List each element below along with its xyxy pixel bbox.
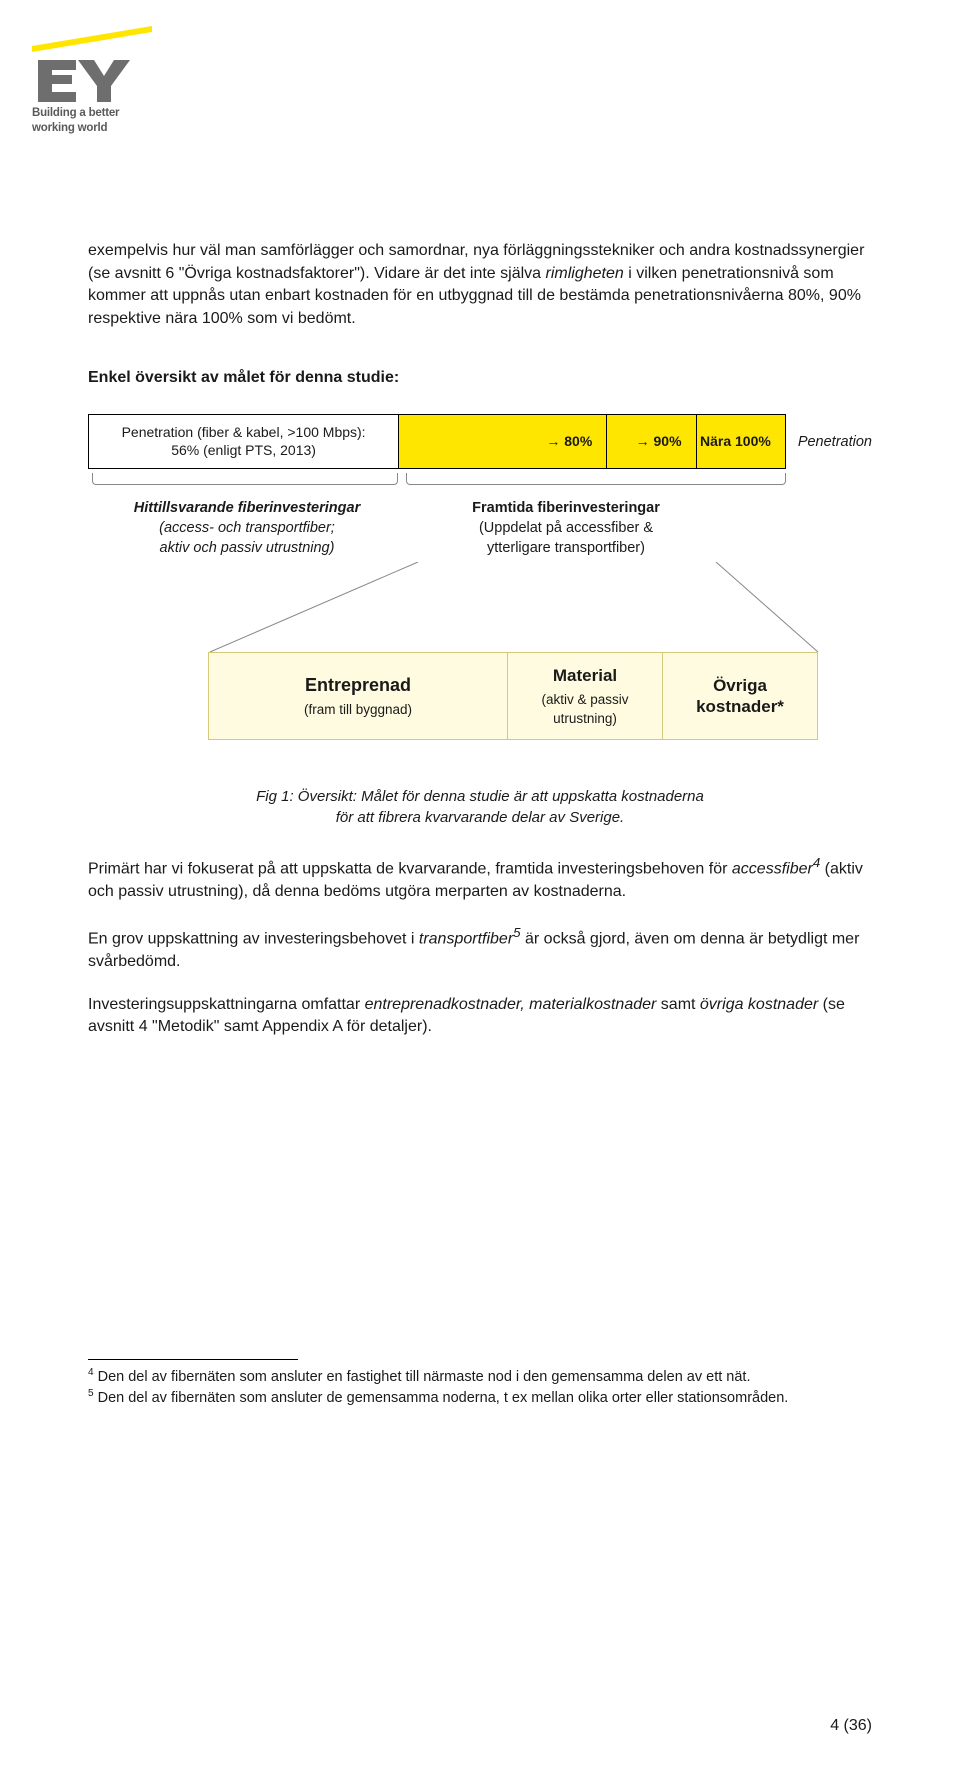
future-sub: (Uppdelat på accessfiber & ytterligare t… — [416, 519, 716, 558]
ovriga-box: Övriga kostnader* — [663, 652, 818, 740]
expansion-lines — [88, 562, 868, 652]
p3-text-a: En grov uppskattning av investeringsbeho… — [88, 930, 419, 947]
entreprenad-title: Entreprenad — [217, 673, 499, 699]
yellow-label-90: → 90% — [636, 432, 682, 452]
footnote-5: 5 Den del av fibernäten som ansluter de … — [88, 1387, 872, 1408]
cost-category-row: Entreprenad (fram till byggnad) Material… — [208, 652, 872, 740]
hist-title: Hittillsvarande fiberinvesteringar — [88, 499, 406, 519]
diagram-row-top: Penetration (fiber & kabel, >100 Mbps): … — [88, 414, 872, 470]
fig-caption-l2: för att fibrera kvarvarande delar av Sve… — [336, 809, 624, 826]
paragraph-2: Primärt har vi fokuserat på att uppskatt… — [88, 854, 872, 904]
p2-italic: accessfiber — [732, 860, 813, 877]
p3-italic: transportfiber — [419, 930, 513, 947]
bracket-labels: Hittillsvarande fiberinvesteringar (acce… — [88, 499, 872, 558]
material-title: Material — [516, 664, 654, 688]
tagline-line-1: Building a better — [32, 107, 119, 119]
p3-footnote-ref: 5 — [513, 925, 520, 940]
historical-investments-label: Hittillsvarande fiberinvesteringar (acce… — [88, 499, 406, 558]
yellow-label-100: Nära 100% — [700, 432, 771, 452]
p4-text-c: samt — [656, 996, 700, 1013]
hist-sub: (access- och transportfiber; aktiv och p… — [88, 519, 406, 558]
bracket-future — [406, 473, 786, 485]
footnote-4: 4 Den del av fibernäten som ansluter en … — [88, 1366, 872, 1387]
paragraph-3: En grov uppskattning av investeringsbeho… — [88, 924, 872, 974]
penetration-l2: 56% (enligt PTS, 2013) — [171, 442, 316, 458]
p4-italic-b: entreprenadkostnader, materialkostnader — [365, 996, 657, 1013]
paragraph-4: Investeringsuppskattningarna omfattar en… — [88, 994, 872, 1039]
fig-caption-l1: Fig 1: Översikt: Målet för denna studie … — [256, 788, 704, 805]
yellow-label-80: → 80% — [546, 432, 592, 452]
logo-tagline: Building a better working world — [32, 106, 162, 136]
figure-caption: Fig 1: Översikt: Målet för denna studie … — [88, 786, 872, 828]
penetration-l1: Penetration (fiber & kabel, >100 Mbps): — [122, 424, 366, 440]
yellow-block-100: Nära 100% — [697, 414, 786, 470]
material-sub: (aktiv & passiv utrustning) — [516, 690, 654, 728]
p4-italic-d: övriga kostnader — [700, 996, 818, 1013]
p1-italic: rimligheten — [546, 265, 624, 282]
document-body: exempelvis hur väl man samförlägger och … — [88, 40, 872, 1408]
page-number: 4 (36) — [830, 1717, 872, 1735]
ovriga-title: Övriga kostnader* — [671, 675, 809, 718]
footnotes: 4 Den del av fibernäten som ansluter en … — [88, 1366, 872, 1408]
future-investments-label: Framtida fiberinvesteringar (Uppdelat på… — [416, 499, 716, 558]
yellow-block-90: → 90% — [607, 414, 696, 470]
material-box: Material (aktiv & passiv utrustning) — [508, 652, 663, 740]
entreprenad-sub: (fram till byggnad) — [217, 700, 499, 719]
penetration-box: Penetration (fiber & kabel, >100 Mbps): … — [88, 414, 399, 470]
overview-diagram: Penetration (fiber & kabel, >100 Mbps): … — [88, 414, 872, 740]
bracket-row — [88, 469, 872, 493]
section-title: Enkel översikt av målet för denna studie… — [88, 367, 872, 390]
p4-text-a: Investeringsuppskattningarna omfattar — [88, 996, 365, 1013]
paragraph-1: exempelvis hur väl man samförlägger och … — [88, 240, 872, 331]
yellow-block-80: → 80% — [399, 414, 607, 470]
p2-text-a: Primärt har vi fokuserat på att uppskatt… — [88, 860, 732, 877]
penetration-axis-label: Penetration — [786, 414, 872, 470]
ey-logo: Building a better working world — [32, 26, 162, 136]
footnote-rule — [88, 1359, 298, 1360]
future-title: Framtida fiberinvesteringar — [416, 499, 716, 519]
tagline-line-2: working world — [32, 122, 107, 134]
bracket-historical — [92, 473, 398, 485]
entreprenad-box: Entreprenad (fram till byggnad) — [208, 652, 508, 740]
